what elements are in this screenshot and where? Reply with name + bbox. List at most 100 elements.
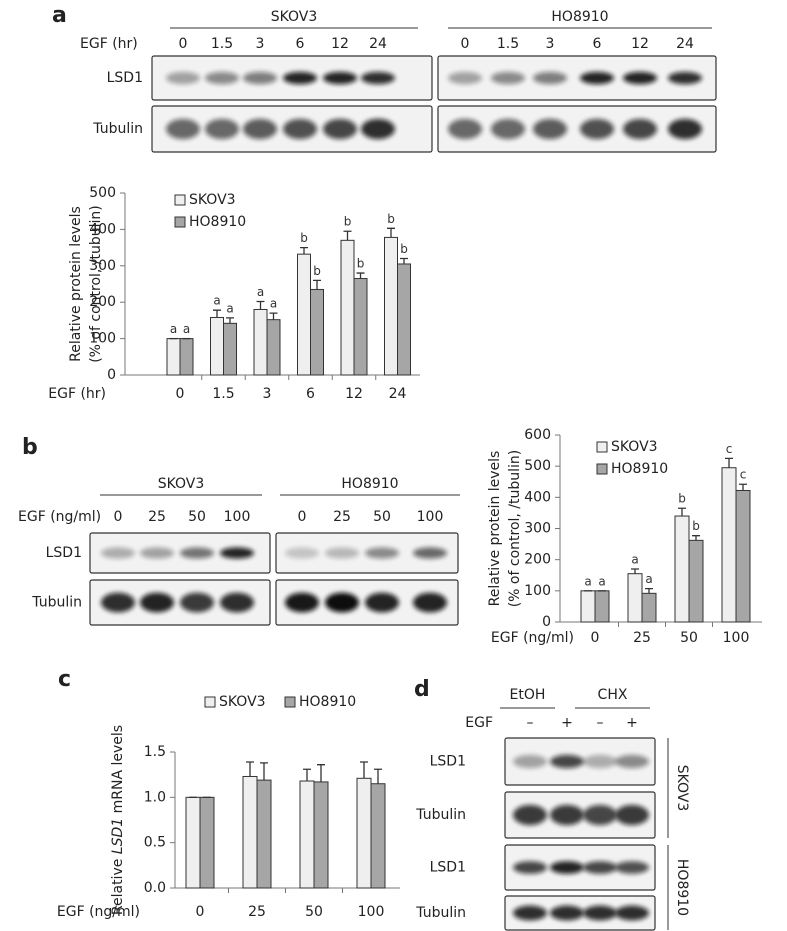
significance-label: b — [300, 231, 308, 245]
significance-label: b — [400, 242, 408, 256]
blot-band — [668, 71, 702, 85]
x-tick-label: 50 — [680, 630, 698, 646]
x-tick-label: 0 — [196, 904, 205, 920]
row-label: LSD1 — [107, 70, 143, 86]
x-axis-label: EGF (ng/ml) — [57, 904, 140, 920]
blot-band — [365, 592, 399, 613]
bar — [266, 319, 281, 376]
blot-band — [448, 71, 482, 85]
y-tick-label: 0.0 — [144, 880, 166, 896]
error-bar — [387, 227, 395, 238]
error-bar — [725, 457, 733, 468]
error-bar — [645, 588, 653, 594]
y-axis-label: Relative protein levels — [487, 451, 503, 607]
y-axis-label: Relative LSD1 mRNA levels — [110, 725, 126, 915]
bar — [185, 796, 201, 889]
y-tick-label: 200 — [524, 552, 551, 568]
bar — [688, 539, 704, 623]
blot-band — [448, 118, 482, 140]
blot-band — [615, 754, 649, 769]
error-bar — [374, 768, 382, 784]
legend-label: SKOV3 — [219, 694, 266, 710]
blot-band — [550, 905, 584, 921]
blot-band — [166, 71, 200, 85]
y-tick-label: 0.5 — [144, 835, 166, 851]
lane-label: 25 — [333, 509, 351, 525]
y-axis-label: (% of control, /tubulin) — [507, 450, 523, 608]
x-axis-label: EGF (hr) — [48, 386, 106, 402]
lane-label: 1.5 — [211, 36, 233, 52]
bar — [674, 515, 690, 623]
blot-band — [513, 804, 547, 826]
blot-band — [550, 754, 584, 769]
x-tick-label: 50 — [305, 904, 323, 920]
blot-band — [361, 71, 395, 85]
blot-band — [283, 71, 317, 85]
lane-label: 3 — [546, 36, 555, 52]
legend-swatch — [596, 441, 608, 453]
group-label: CHX — [598, 687, 628, 703]
significance-label: b — [387, 212, 395, 226]
cell-label: HO8910 — [674, 859, 690, 916]
row-label: Tubulin — [415, 807, 466, 823]
blot-band — [491, 71, 525, 85]
error-bar — [226, 317, 234, 324]
blot-band — [205, 71, 239, 85]
blot-frame — [437, 105, 717, 153]
bar — [242, 775, 258, 889]
lane-label: 100 — [417, 509, 444, 525]
significance-label: c — [726, 442, 733, 456]
blot-band — [550, 804, 584, 826]
blot-band — [615, 861, 649, 874]
row-label: LSD1 — [430, 754, 466, 770]
bar — [356, 777, 372, 889]
blot-band — [413, 547, 447, 559]
significance-label: a — [584, 574, 591, 588]
group-label: HO8910 — [341, 476, 398, 492]
bar — [641, 592, 657, 623]
legend-label: HO8910 — [299, 694, 356, 710]
bar — [313, 781, 329, 889]
y-axis-label-part: mRNA levels — [110, 725, 126, 818]
y-axis-label: Relative protein levels — [68, 206, 84, 362]
blot-band — [580, 71, 614, 85]
y-tick-label: 400 — [524, 489, 551, 505]
error-bar — [313, 279, 321, 290]
bar — [735, 489, 751, 623]
blot-band — [101, 547, 135, 559]
significance-label: a — [226, 301, 233, 315]
significance-label: a — [645, 572, 652, 586]
x-tick-label: 3 — [263, 386, 272, 402]
legend-swatch — [284, 696, 296, 708]
lane-label: 0 — [114, 509, 123, 525]
lane-label: 6 — [593, 36, 602, 52]
significance-label: b — [692, 519, 700, 533]
bar — [256, 779, 272, 889]
y-tick-label: 100 — [524, 583, 551, 599]
blot-band — [513, 754, 547, 769]
y-tick-label: 1.0 — [144, 789, 166, 805]
cell-label: SKOV3 — [674, 765, 690, 812]
y-tick-label: 200 — [89, 294, 116, 310]
bar — [299, 780, 315, 889]
bar — [179, 338, 194, 376]
legend-swatch — [596, 463, 608, 475]
lane-label: 6 — [296, 36, 305, 52]
treatment-label: EGF (ng/ml) — [18, 509, 101, 525]
blot-band — [623, 118, 657, 140]
legend-label: HO8910 — [189, 214, 246, 230]
lane-label: 0 — [298, 509, 307, 525]
error-bar — [260, 762, 268, 781]
y-tick-label: 600 — [524, 427, 551, 443]
lane-label: + — [626, 715, 638, 731]
error-bar — [400, 257, 408, 264]
y-tick-label: 300 — [89, 258, 116, 274]
x-tick-label: 100 — [358, 904, 385, 920]
blot-band — [513, 861, 547, 874]
y-tick-label: 1.5 — [144, 744, 166, 760]
blot-band — [533, 118, 567, 140]
blot-band — [101, 592, 135, 613]
error-bar — [256, 300, 265, 310]
